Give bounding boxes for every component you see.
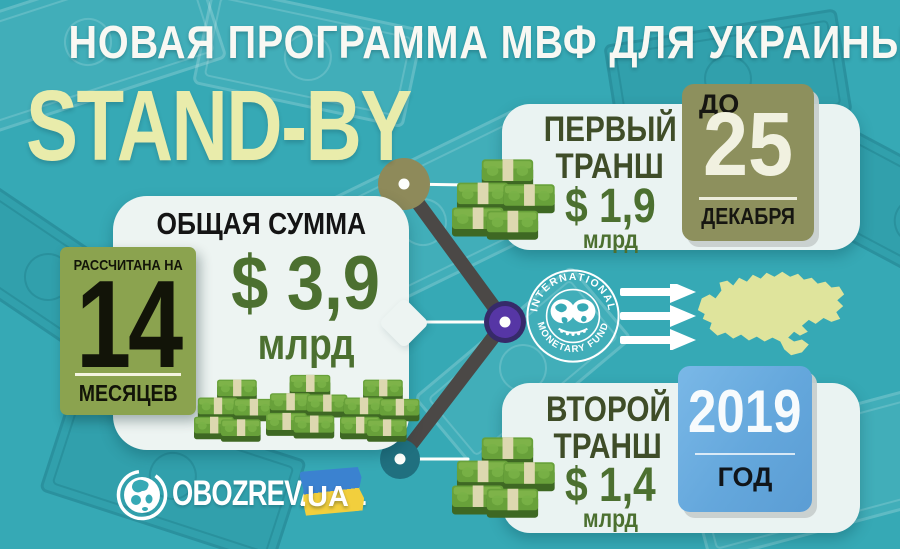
page-title-text: НОВАЯ ПРОГРАММА МВФ ДЛЯ УКРАИНЫ <box>68 16 900 68</box>
node-dot <box>394 453 406 465</box>
second-tranche-amount-text: $ 1,4 <box>564 459 656 512</box>
first-tranche-label-line2: ТРАНШ <box>530 149 690 184</box>
total-sum-heading-text: ОБЩАЯ СУММА <box>156 206 366 241</box>
total-amount-text: $ 3,9 <box>231 241 381 326</box>
brand-domain-text: .UA <box>299 481 349 513</box>
program-name-text: STAND-BY <box>26 70 412 182</box>
first-tranche-amount-unit-text: млрд <box>582 226 638 254</box>
first-tranche-label-text1: ПЕРВЫЙ <box>543 110 677 149</box>
year-value-text: 2019 <box>688 378 802 445</box>
first-tranche-label-line1: ПЕРВЫЙ <box>530 112 690 147</box>
year-tile: 2019 ГОД <box>678 366 812 512</box>
deadline-month-text: ДЕКАБРЯ <box>701 203 795 229</box>
money-stack-icon <box>340 374 422 448</box>
ukraine-map <box>697 271 845 356</box>
total-amount-unit-text: млрд <box>257 320 355 369</box>
second-tranche-label-text2: ТРАНШ <box>553 427 663 466</box>
globe-icon <box>116 469 168 521</box>
duration-unit-text: МЕСЯЦЕВ <box>78 380 178 406</box>
second-tranche-label-line1: ВТОРОЙ <box>528 392 688 427</box>
node-dot <box>398 178 410 190</box>
duration-label: РАССЧИТАНА НА <box>60 257 196 274</box>
brand-name: OBOZREVATEL <box>172 474 420 514</box>
duration-unit: МЕСЯЦЕВ <box>60 380 196 407</box>
duration-value: 14 <box>60 263 196 387</box>
divider-line <box>699 197 797 200</box>
deadline-prefix-text: ДО <box>699 89 740 119</box>
money-stack-icon <box>266 368 350 446</box>
deadline-month: ДЕКАБРЯ <box>682 203 814 230</box>
duration-tile: РАССЧИТАНА НА 14 МЕСЯЦЕВ <box>60 247 196 415</box>
total-amount: $ 3,9 <box>206 246 406 322</box>
money-stack-icon <box>452 430 558 526</box>
money-stack-icon <box>194 374 276 448</box>
second-tranche-label-text1: ВТОРОЙ <box>545 390 671 429</box>
page-title: НОВАЯ ПРОГРАММА МВФ ДЛЯ УКРАИНЫ <box>0 15 900 69</box>
second-tranche-amount: $ 1,4 <box>520 462 700 510</box>
transfer-arrows-icon <box>620 284 696 350</box>
first-tranche-amount-unit: млрд <box>520 226 700 255</box>
imf-seal-icon: INTERNATIONAL ★ MONETARY FUND ★ <box>526 269 620 363</box>
total-amount-unit: млрд <box>206 320 406 370</box>
total-sum-heading: ОБЩАЯ СУММА <box>126 206 396 242</box>
deadline-prefix: ДО <box>699 89 739 120</box>
deadline-day-text: 25 <box>702 95 794 195</box>
year-label: ГОД <box>678 462 812 493</box>
brand-domain: .UA <box>299 481 349 514</box>
year-label-text: ГОД <box>717 462 773 492</box>
first-tranche-amount-text: $ 1,9 <box>564 180 656 233</box>
deadline-day: 25 <box>682 100 814 190</box>
divider-line <box>695 453 795 455</box>
deadline-tile: ДО 25 ДЕКАБРЯ <box>682 84 814 241</box>
money-stack-icon <box>452 152 558 248</box>
duration-label-text: РАССЧИТАНА НА <box>73 257 183 274</box>
divider-line <box>75 373 181 376</box>
program-name: STAND-BY <box>26 76 519 176</box>
first-tranche-label-text2: ТРАНШ <box>555 147 665 186</box>
second-tranche-amount-unit: млрд <box>520 505 700 534</box>
second-tranche-label-line2: ТРАНШ <box>528 429 688 464</box>
node-dot <box>499 316 511 328</box>
first-tranche-amount: $ 1,9 <box>520 183 700 231</box>
duration-value-text: 14 <box>76 256 183 394</box>
year-value: 2019 <box>678 382 812 442</box>
second-tranche-amount-unit-text: млрд <box>582 505 638 533</box>
